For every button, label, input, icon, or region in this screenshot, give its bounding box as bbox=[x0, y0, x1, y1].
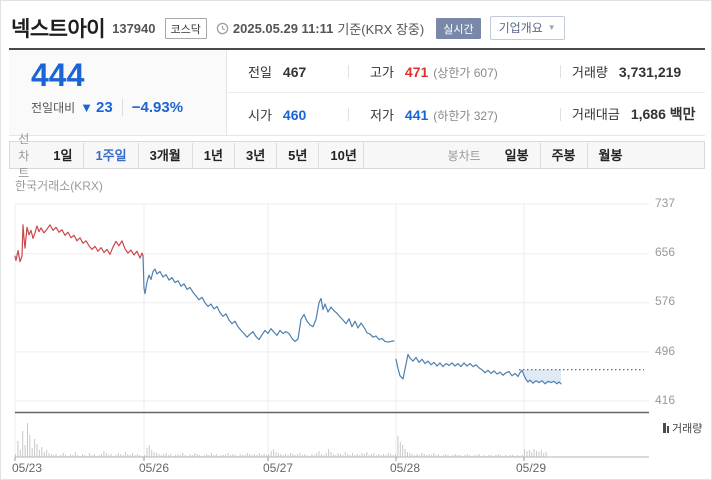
prev-close-value: 467 bbox=[282, 63, 307, 80]
tab-daily-candle[interactable]: 일봉 bbox=[504, 147, 529, 163]
low-price-cell: 저가 441 (하한가 327) bbox=[349, 105, 560, 124]
high-price-cell: 고가 471 (상한가 607) bbox=[349, 62, 560, 81]
quote-datetime: 2025.05.29 11:11 bbox=[232, 20, 334, 36]
tab-monthly-candle[interactable]: 월봉 bbox=[586, 142, 634, 168]
y-axis-tick: 576 bbox=[655, 294, 676, 308]
company-overview-button[interactable]: 기업개요 ▼ bbox=[489, 16, 565, 40]
chart-period-tabbar: 선차트 1일 1주일 3개월 1년 3년 5년 10년 봉차트 일봉 주봉 월봉 bbox=[9, 132, 705, 180]
low-value: 441 bbox=[404, 106, 429, 123]
tab-1day[interactable]: 1일 bbox=[53, 147, 73, 163]
quote-info-table: 전일 467 고가 471 (상한가 607) 거래량 3,731,219 시가 bbox=[227, 50, 705, 135]
tab-1week[interactable]: 1주일 bbox=[83, 142, 137, 168]
price-chart: 한국거래소(KRX) 737 656 576 496 416 05/23 05/… bbox=[1, 173, 711, 479]
down-arrow-icon: ▼ bbox=[80, 99, 94, 115]
tab-5year[interactable]: 5년 bbox=[276, 142, 318, 168]
open-label: 시가 bbox=[248, 107, 272, 123]
current-price: 444 bbox=[31, 57, 85, 93]
x-axis-tick: 05/26 bbox=[139, 461, 170, 475]
volume-cell: 거래량 3,731,219 bbox=[561, 62, 705, 81]
volume-bar-icon bbox=[663, 423, 669, 433]
company-overview-label: 기업개요 bbox=[498, 21, 543, 35]
volume-legend-label: 거래량 bbox=[672, 423, 703, 435]
tab-3year[interactable]: 3년 bbox=[233, 142, 276, 168]
candle-chart-group-label: 봉차트 bbox=[447, 148, 481, 163]
prev-close-label: 전일 bbox=[248, 64, 272, 80]
trade-value-value: 1,686 백만 bbox=[630, 106, 696, 122]
chart-canvas bbox=[14, 203, 649, 461]
trade-value-cell: 거래대금 1,686 백만 bbox=[561, 104, 705, 124]
price-summary: 444 전일대비 ▼ 23 −4.93% 전일 467 고가 471 (상한가 … bbox=[9, 48, 705, 136]
volume-legend: 거래량 bbox=[663, 420, 702, 436]
change-value: 23 bbox=[96, 98, 113, 116]
lower-limit: (하한가 327) bbox=[433, 108, 498, 123]
y-axis-tick: 656 bbox=[655, 245, 676, 259]
high-label: 고가 bbox=[370, 64, 394, 80]
open-price-cell: 시가 460 bbox=[227, 105, 348, 124]
current-price-cell: 444 전일대비 ▼ 23 −4.93% bbox=[9, 50, 227, 135]
line-chart-group-label: 선차트 bbox=[18, 131, 30, 180]
header: 넥스트아이 137940 코스닥 2025.05.29 11:11 기준(KRX… bbox=[11, 13, 703, 43]
x-axis-tick: 05/27 bbox=[263, 461, 294, 475]
quote-basis: 기준(KRX 장중) bbox=[337, 21, 425, 37]
chevron-down-icon: ▼ bbox=[547, 23, 556, 32]
tab-10year[interactable]: 10년 bbox=[318, 142, 367, 168]
low-label: 저가 bbox=[370, 107, 394, 123]
high-value: 471 bbox=[404, 63, 429, 80]
divider bbox=[560, 64, 561, 78]
change-label: 전일대비 bbox=[31, 100, 76, 115]
stock-name: 넥스트아이 bbox=[11, 18, 106, 41]
divider bbox=[560, 107, 561, 121]
stock-code: 137940 bbox=[112, 20, 156, 36]
market-badge: 코스닥 bbox=[164, 17, 207, 39]
change-percent: −4.93% bbox=[121, 98, 183, 116]
divider bbox=[348, 64, 349, 78]
tab-3month[interactable]: 3개월 bbox=[137, 142, 192, 168]
volume-value: 3,731,219 bbox=[618, 63, 682, 80]
volume-label: 거래량 bbox=[572, 64, 608, 80]
realtime-badge[interactable]: 실시간 bbox=[436, 17, 481, 39]
x-axis-tick: 05/23 bbox=[12, 461, 43, 475]
data-source-label: 한국거래소(KRX) bbox=[15, 179, 103, 193]
trade-value-label: 거래대금 bbox=[572, 107, 620, 122]
open-value: 460 bbox=[282, 106, 307, 123]
table-row: 전일 467 고가 471 (상한가 607) 거래량 3,731,219 bbox=[227, 50, 705, 92]
x-axis-tick: 05/28 bbox=[390, 461, 421, 475]
tab-1year[interactable]: 1년 bbox=[191, 142, 234, 168]
y-axis-tick: 496 bbox=[655, 344, 676, 358]
upper-limit: (상한가 607) bbox=[433, 65, 498, 80]
line-chart-tab-group: 선차트 1일 1주일 3개월 1년 3년 5년 10년 bbox=[10, 132, 367, 180]
y-axis-tick: 416 bbox=[655, 393, 676, 407]
candle-chart-tab-group: 봉차트 일봉 주봉 월봉 bbox=[364, 142, 704, 168]
x-axis-tick: 05/29 bbox=[516, 461, 547, 475]
table-row: 시가 460 저가 441 (하한가 327) 거래대금 1,686 백만 bbox=[227, 92, 705, 135]
change-row: 전일대비 ▼ 23 −4.93% bbox=[31, 98, 226, 116]
clock-icon bbox=[216, 22, 229, 34]
divider bbox=[348, 107, 349, 121]
prev-close-cell: 전일 467 bbox=[227, 62, 348, 81]
y-axis-tick: 737 bbox=[655, 196, 676, 210]
tab-weekly-candle[interactable]: 주봉 bbox=[539, 142, 587, 168]
